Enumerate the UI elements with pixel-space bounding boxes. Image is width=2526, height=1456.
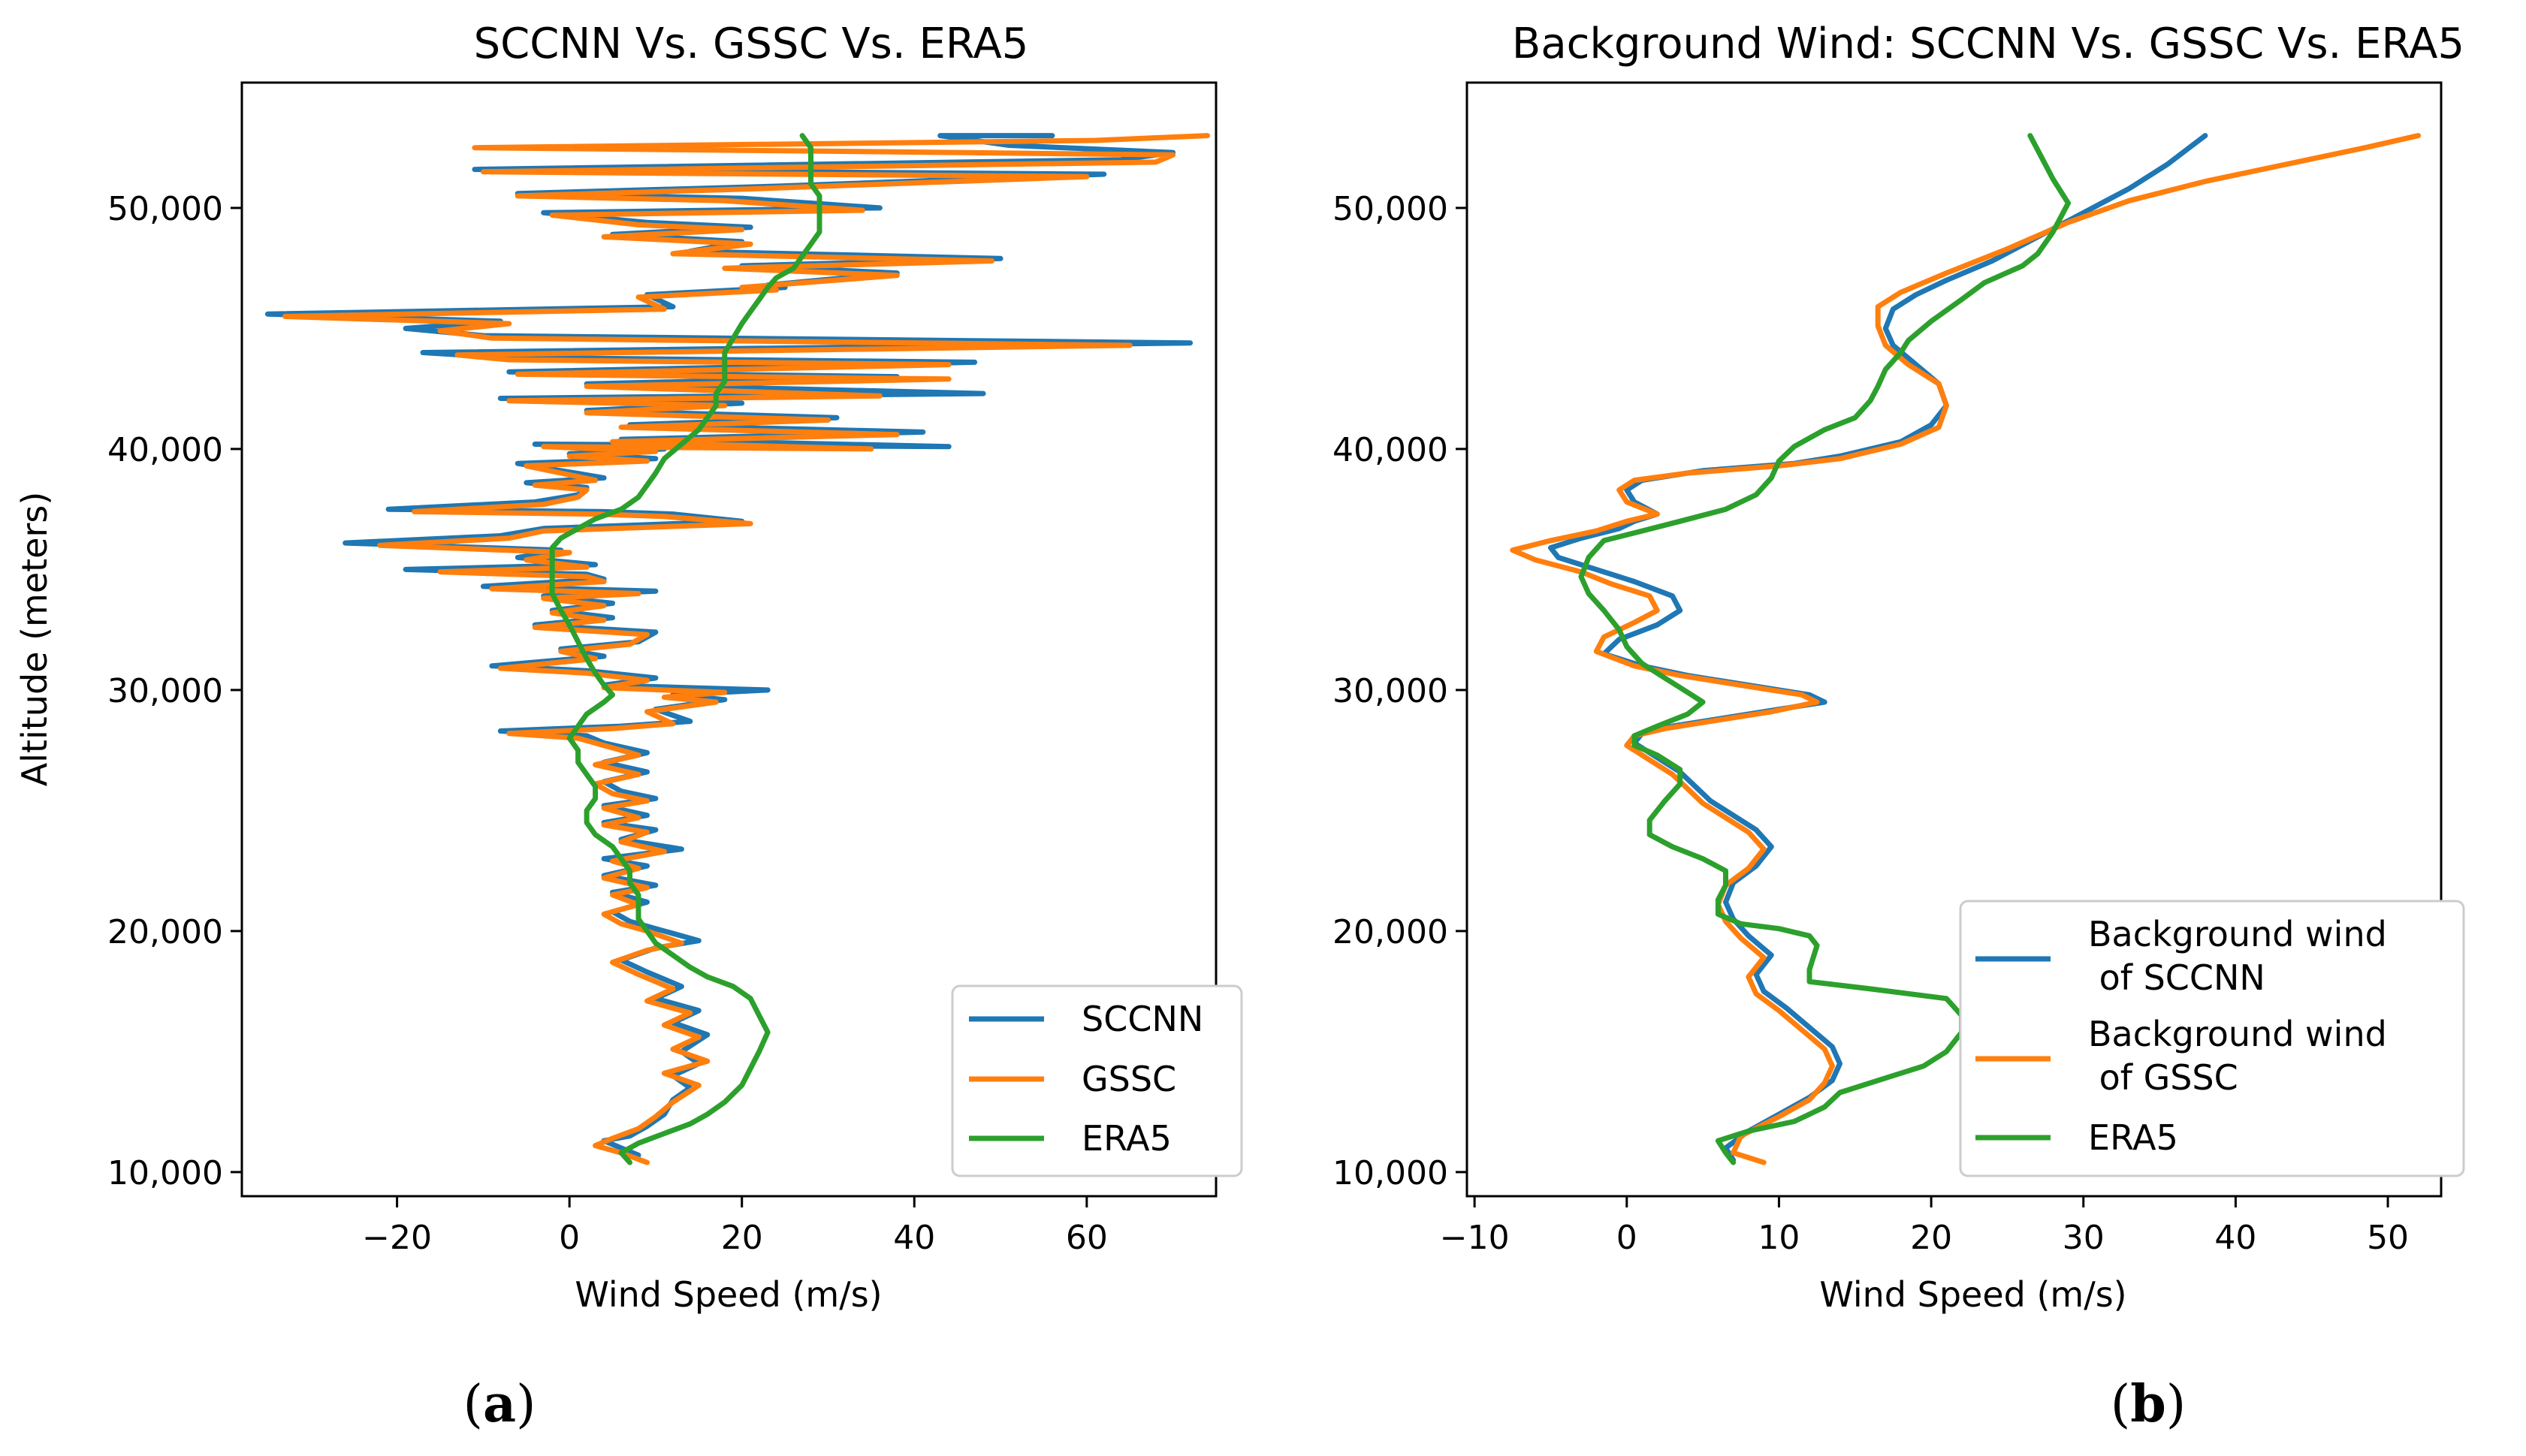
panel-b-frame [1465,81,2443,1198]
y-tick-label: 40,000 [1332,431,1448,469]
x-tick-label: 40 [2214,1219,2256,1257]
panel-b: Background Wind: SCCNN Vs. GSSC Vs. ERA5… [1332,20,2465,1315]
x-tick-label: 0 [559,1219,580,1257]
legend-b-label-line: Background wind [2088,914,2387,954]
x-tick-label: −10 [1440,1219,1510,1257]
y-tick-label: 10,000 [1332,1154,1448,1192]
panel-a-x-label: Wind Speed (m/s) [575,1274,882,1315]
legend-b-label-line: of GSSC [2088,1057,2238,1098]
y-tick-label: 50,000 [107,190,223,228]
caption-b: (b) [2111,1374,2186,1434]
caption-b-open: ( [2111,1375,2131,1434]
legend-b-label-line: Background wind [2088,1014,2387,1054]
caption-a: (a) [463,1374,536,1434]
panel-a-legend-box [951,984,1243,1177]
legend-a-sccnn-label: SCCNN [1082,999,1203,1039]
panel-b-legend-box [1959,900,2465,1177]
x-tick-label: 60 [1066,1219,1108,1257]
x-tick-label: 30 [2063,1219,2105,1257]
panel-b-legend: Background wind of SCCNN Background wind… [1959,900,2465,1177]
x-tick-label: 20 [1910,1219,1952,1257]
series-line-era5 [549,133,822,1165]
panel-a-y-ticks: 10,000 20,000 30,000 40,000 50,000 [107,190,242,1192]
y-tick-label: 20,000 [107,913,223,951]
y-tick-label: 30,000 [1332,672,1448,710]
caption-a-open: ( [463,1375,483,1434]
panel-a-series [264,133,1210,1165]
panel-a-x-ticks: −20 0 20 40 60 [362,1196,1108,1257]
panel-b-title: Background Wind: SCCNN Vs. GSSC Vs. ERA5 [1512,20,2464,68]
legend-b-label-line: of SCCNN [2088,957,2265,998]
legend-b-gssc-label: Background wind of GSSC [2088,1014,2387,1098]
panel-b-x-ticks: −10 0 10 20 30 40 50 [1440,1196,2409,1257]
series-line-background-wind-of-gssc [1510,133,2422,1165]
panel-a-title: SCCNN Vs. GSSC Vs. ERA5 [474,20,1029,68]
y-tick-label: 40,000 [107,431,223,469]
legend-a-era5-label: ERA5 [1082,1118,1172,1159]
x-tick-label: −20 [362,1219,432,1257]
x-tick-label: 40 [893,1219,935,1257]
x-tick-label: 20 [721,1219,763,1257]
caption-a-letter: a [483,1374,516,1434]
panel-b-y-ticks: 10,000 20,000 30,000 40,000 50,000 [1332,190,1467,1192]
legend-b-era5-label: ERA5 [2088,1117,2178,1158]
x-tick-label: 10 [1758,1219,1800,1257]
series-line-gssc [282,133,1210,1165]
panel-a-frame [240,81,1218,1198]
y-tick-label: 50,000 [1332,190,1448,228]
legend-b-sccnn-label: Background wind of SCCNN [2088,914,2387,998]
series-line-era5 [1578,133,2071,1165]
panel-a-y-label: Altitude (meters) [14,492,55,787]
y-tick-label: 20,000 [1332,913,1448,951]
panel-b-series [1510,133,2422,1165]
y-tick-label: 30,000 [107,672,223,710]
panel-a-legend: SCCNN GSSC ERA5 [951,984,1243,1177]
caption-b-close: ) [2166,1375,2186,1434]
caption-a-close: ) [516,1375,536,1434]
y-tick-label: 10,000 [107,1154,223,1192]
x-tick-label: 50 [2367,1219,2409,1257]
caption-b-letter: b [2130,1374,2166,1434]
panel-a: SCCNN Vs. GSSC Vs. ERA5 −20 0 20 40 60 10,00… [14,20,1243,1315]
x-tick-label: 0 [1616,1219,1637,1257]
legend-a-gssc-label: GSSC [1082,1059,1176,1099]
panel-b-x-label: Wind Speed (m/s) [1819,1274,2126,1315]
